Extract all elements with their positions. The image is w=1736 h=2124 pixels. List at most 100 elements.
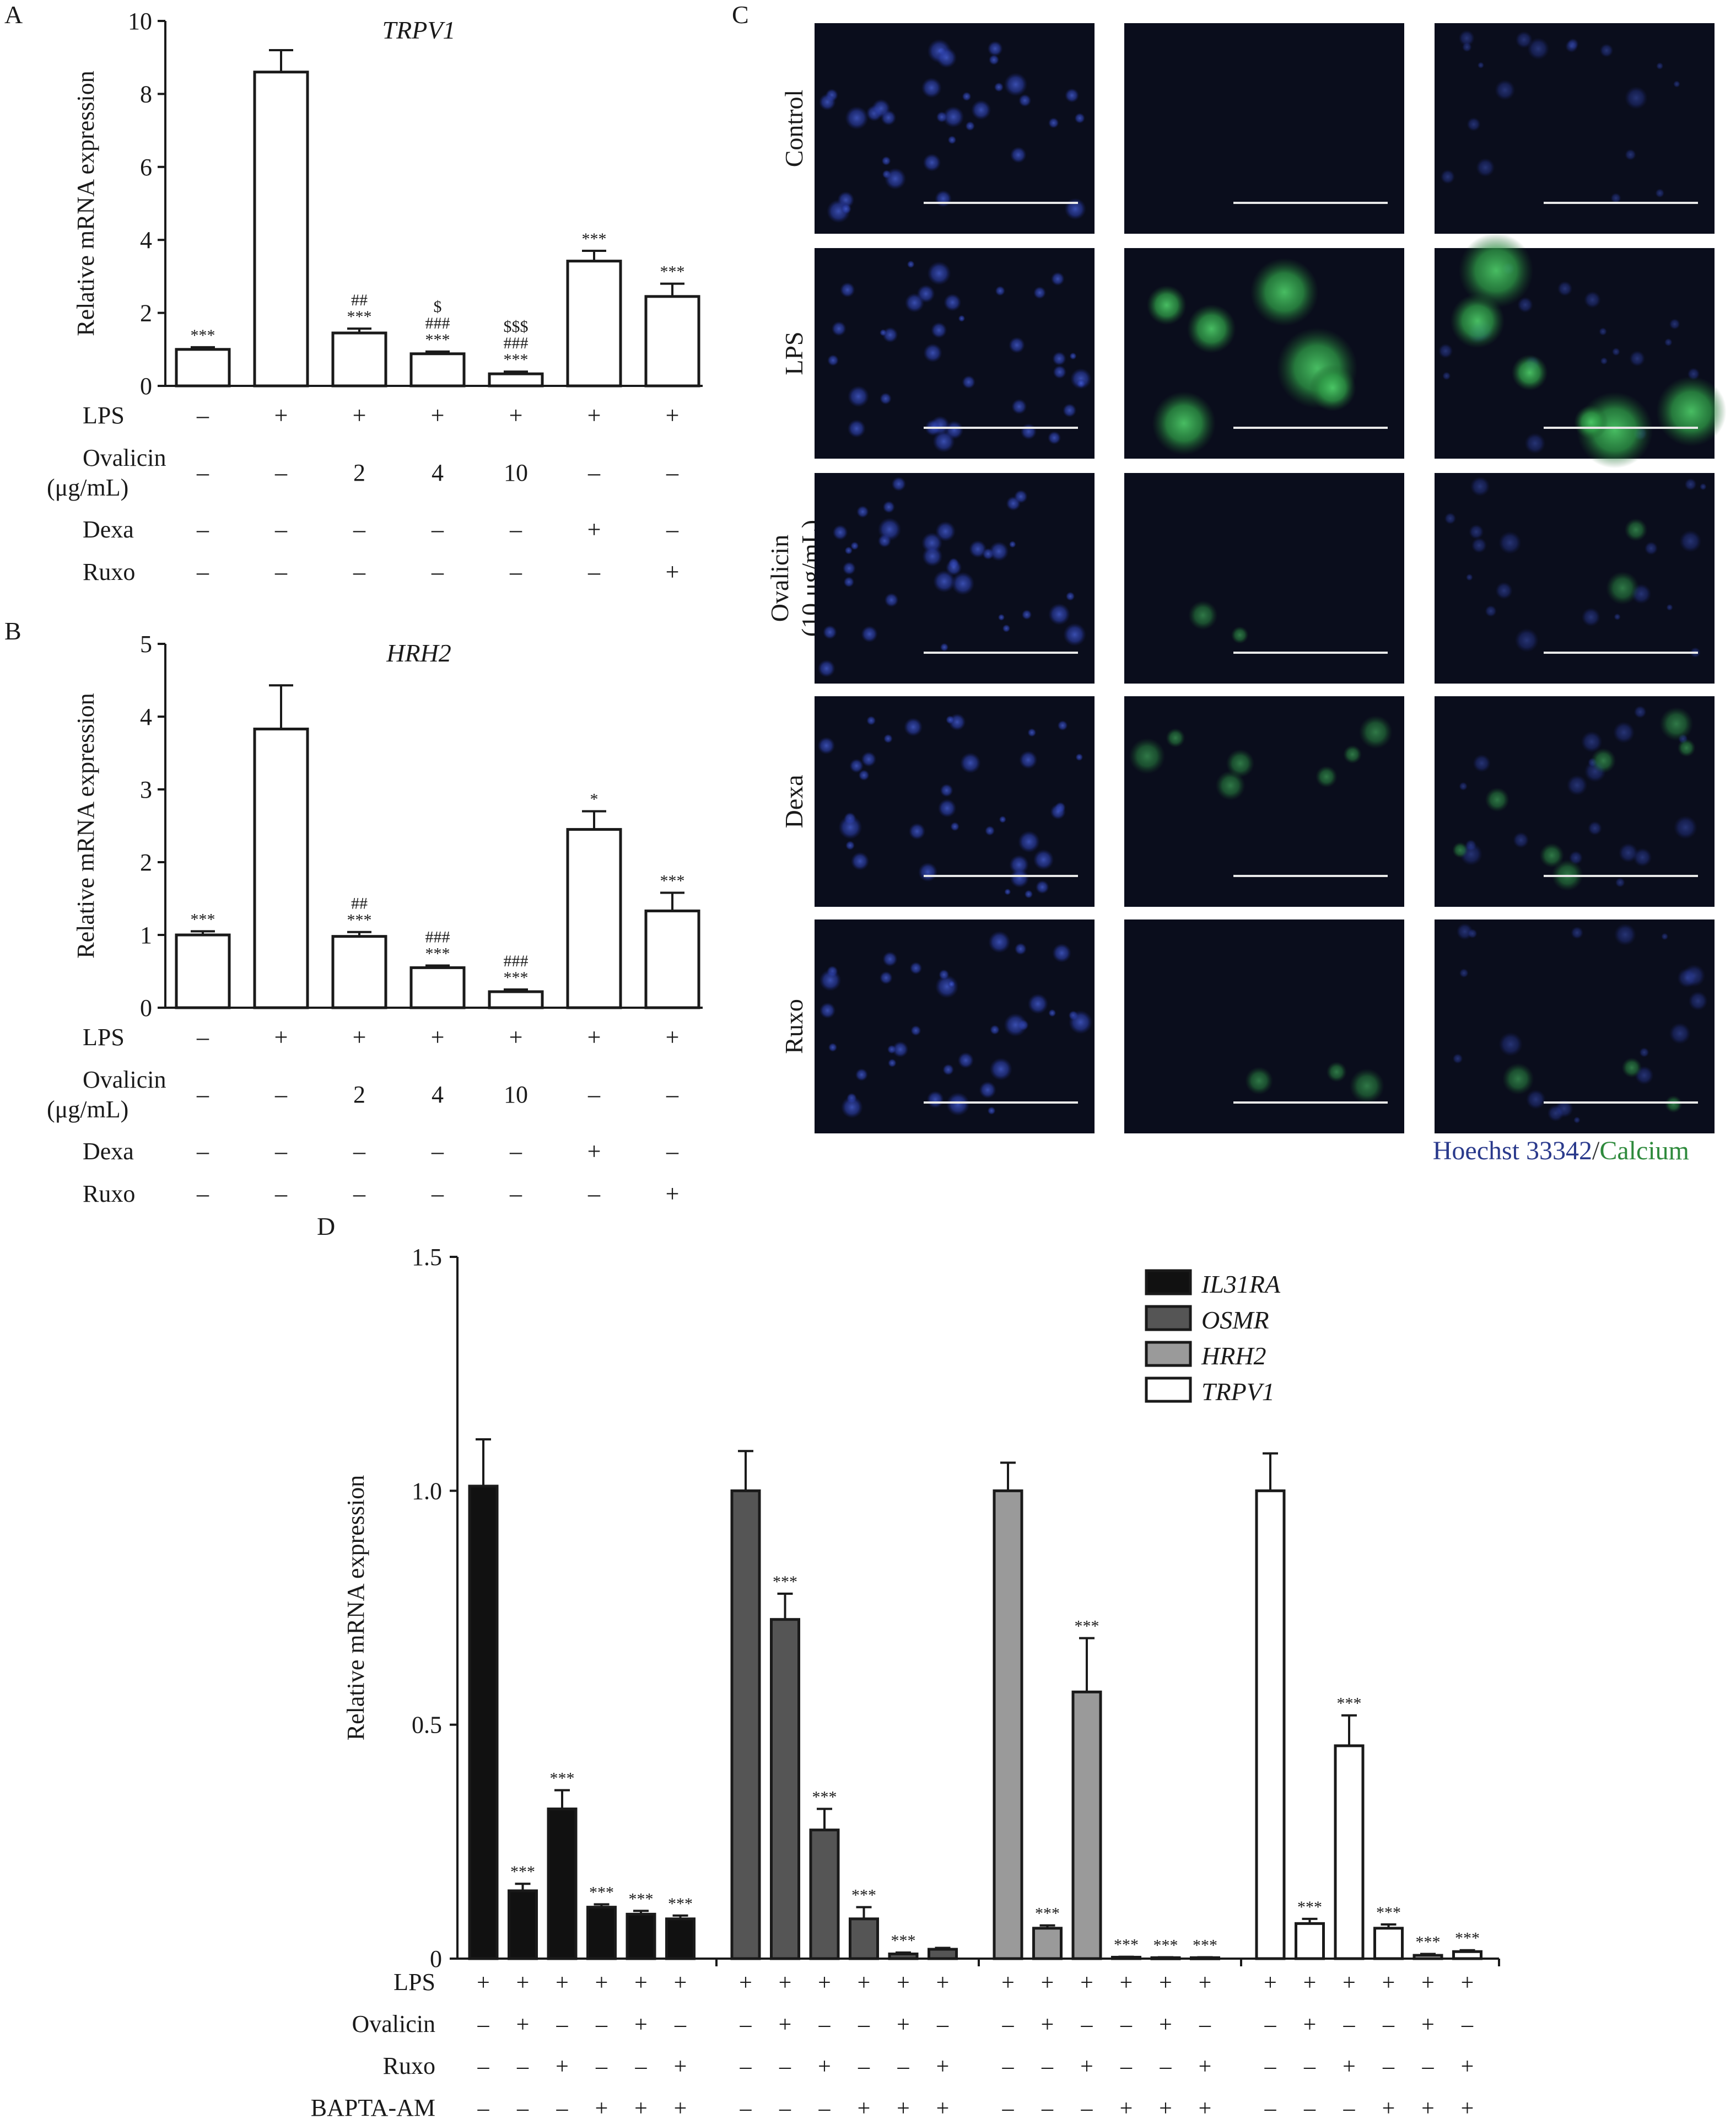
chart-d-multi-gene: 0 0.5 1.0 1.5 Relative mRNA expression *** ***… — [311, 1244, 1500, 2121]
condition-value: – — [353, 1138, 366, 1165]
nucleus-spot — [1656, 62, 1664, 70]
nucleus-spot — [1020, 423, 1037, 440]
condition-value: – — [1303, 2054, 1316, 2079]
nucleus-spot — [1076, 378, 1086, 388]
nucleus-spot — [984, 825, 995, 836]
nucleus-spot — [979, 1081, 996, 1099]
nucleus-spot — [884, 593, 899, 607]
nucleus-spot — [1669, 1023, 1691, 1045]
calcium-spot — [1146, 285, 1187, 325]
nucleus-spot — [1462, 42, 1472, 52]
significance-label: *** — [550, 1769, 575, 1787]
nucleus-spot — [931, 322, 947, 338]
condition-value: + — [1421, 2096, 1435, 2121]
nucleus-spot — [923, 343, 942, 363]
nucleus-spot — [1074, 112, 1085, 124]
nucleus-spot — [1565, 40, 1578, 53]
condition-value: – — [1382, 2012, 1395, 2037]
caption-separator: / — [1592, 1136, 1600, 1165]
condition-value: – — [431, 516, 444, 543]
condition-value: + — [509, 402, 523, 429]
condition-label: Ovalicin — [352, 2010, 435, 2037]
condition-value: + — [431, 1024, 445, 1051]
nucleus-spot — [944, 293, 962, 311]
condition-value: + — [818, 1970, 831, 1996]
nucleus-spot — [1625, 149, 1636, 160]
y-tick-label: 1 — [140, 922, 152, 949]
condition-value: – — [1264, 2054, 1277, 2079]
calcium-spot — [1152, 391, 1216, 455]
significance-label: *** — [347, 911, 372, 929]
nucleus-spot — [1019, 750, 1038, 770]
condition-value: – — [1120, 2054, 1133, 2079]
nucleus-spot — [1027, 728, 1037, 737]
condition-value: – — [1002, 2054, 1015, 2079]
condition-value: – — [196, 402, 209, 429]
nucleus-spot — [1052, 943, 1071, 963]
condition-value: + — [739, 1970, 752, 1996]
nucleus-spot — [1566, 775, 1588, 796]
nucleus-spot — [988, 931, 1011, 953]
micrograph-tile — [1435, 473, 1715, 684]
bar — [1334, 1744, 1365, 1960]
nucleus-spot — [879, 329, 887, 336]
nucleus-spot — [1458, 30, 1475, 46]
micrograph-tile — [815, 696, 1095, 907]
condition-value: – — [509, 1180, 522, 1207]
nucleus-spot — [1673, 80, 1680, 88]
significance-label: $ — [434, 298, 442, 316]
significance-label: *** — [1075, 1617, 1099, 1636]
condition-value: – — [587, 459, 601, 486]
condition-value: – — [196, 516, 209, 543]
condition-value: + — [779, 1970, 792, 1996]
row-label-line: Ruxo — [780, 999, 808, 1054]
micrograph-tile — [1124, 23, 1404, 234]
condition-value: 10 — [504, 1081, 528, 1108]
nucleus-spot — [1035, 880, 1049, 894]
calcium-spot — [1309, 364, 1356, 412]
nucleus-spot — [844, 546, 853, 555]
nucleus-spot — [877, 518, 902, 541]
condition-value: – — [1081, 2096, 1093, 2121]
nucleus-spot — [1009, 540, 1016, 548]
condition-value: – — [1041, 2054, 1054, 2079]
nucleus-spot — [910, 1025, 921, 1036]
nucleus-spot — [822, 625, 837, 639]
y-tick-label: 3 — [140, 776, 152, 803]
nucleus-spot — [1495, 582, 1513, 600]
panel-label-b: B — [4, 617, 21, 645]
nucleus-spot — [1018, 830, 1040, 853]
nucleus-spot — [1618, 843, 1638, 863]
condition-value: – — [556, 2012, 569, 2037]
bar — [566, 260, 622, 388]
nucleus-spot — [840, 1096, 863, 1119]
condition-value: + — [1461, 2054, 1474, 2079]
calcium-spot — [1250, 257, 1319, 326]
nucleus-spot — [883, 734, 893, 744]
nucleus-spot — [1476, 158, 1495, 177]
condition-value: – — [196, 1024, 209, 1051]
y-tick-label: 1.5 — [412, 1244, 442, 1271]
nucleus-spot — [856, 506, 869, 518]
condition-value: – — [196, 1081, 209, 1108]
nucleus-spot — [1024, 890, 1033, 899]
significance-label: *** — [425, 944, 450, 962]
nucleus-spot — [936, 111, 948, 123]
y-tick-label: 4 — [140, 227, 152, 254]
y-tick-label: 0 — [430, 1945, 442, 1972]
condition-value: – — [858, 2012, 870, 2037]
y-tick-label: 4 — [140, 703, 152, 730]
condition-value: – — [516, 2054, 529, 2079]
condition-value: – — [431, 558, 444, 585]
nucleus-spot — [861, 626, 878, 643]
nucleus-spot — [850, 541, 859, 550]
nucleus-spot — [1063, 403, 1077, 418]
legend-swatch — [1145, 1376, 1192, 1403]
bar — [508, 1889, 538, 1960]
row-label-line: Control — [780, 90, 808, 168]
legend-swatch — [1145, 1341, 1192, 1367]
nucleus-spot — [1018, 94, 1032, 107]
condition-value: + — [1159, 2012, 1172, 2037]
calcium-spot — [1539, 843, 1565, 868]
legend-swatch — [1145, 1305, 1192, 1331]
